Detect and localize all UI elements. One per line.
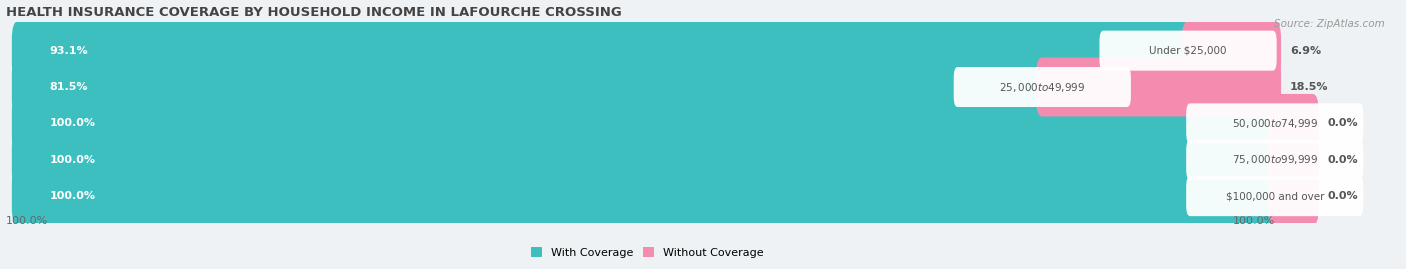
Text: 100.0%: 100.0% <box>1233 216 1275 226</box>
Text: Source: ZipAtlas.com: Source: ZipAtlas.com <box>1274 19 1385 29</box>
Text: 100.0%: 100.0% <box>6 216 48 226</box>
Text: 0.0%: 0.0% <box>1327 118 1358 128</box>
Text: HEALTH INSURANCE COVERAGE BY HOUSEHOLD INCOME IN LAFOURCHE CROSSING: HEALTH INSURANCE COVERAGE BY HOUSEHOLD I… <box>6 6 621 19</box>
FancyBboxPatch shape <box>1036 58 1281 116</box>
FancyBboxPatch shape <box>1268 130 1319 189</box>
FancyBboxPatch shape <box>11 94 1281 153</box>
Text: 6.9%: 6.9% <box>1289 46 1322 56</box>
Text: 18.5%: 18.5% <box>1289 82 1329 92</box>
FancyBboxPatch shape <box>1099 31 1277 71</box>
Legend: With Coverage, Without Coverage: With Coverage, Without Coverage <box>527 243 768 262</box>
Text: 100.0%: 100.0% <box>49 118 96 128</box>
Text: $25,000 to $49,999: $25,000 to $49,999 <box>1000 80 1085 94</box>
FancyBboxPatch shape <box>1187 103 1364 143</box>
FancyBboxPatch shape <box>11 130 1281 189</box>
Text: 100.0%: 100.0% <box>49 155 96 165</box>
FancyBboxPatch shape <box>11 58 1049 116</box>
Text: 0.0%: 0.0% <box>1327 191 1358 201</box>
FancyBboxPatch shape <box>1187 140 1364 180</box>
FancyBboxPatch shape <box>11 58 1281 116</box>
Text: 0.0%: 0.0% <box>1327 155 1358 165</box>
FancyBboxPatch shape <box>11 130 1281 189</box>
FancyBboxPatch shape <box>1268 167 1319 226</box>
Text: $100,000 and over: $100,000 and over <box>1226 191 1324 201</box>
FancyBboxPatch shape <box>11 94 1281 153</box>
Text: 81.5%: 81.5% <box>49 82 89 92</box>
Text: 93.1%: 93.1% <box>49 46 89 56</box>
Text: 100.0%: 100.0% <box>49 191 96 201</box>
FancyBboxPatch shape <box>1268 94 1319 153</box>
FancyBboxPatch shape <box>1187 176 1364 216</box>
FancyBboxPatch shape <box>1182 21 1281 80</box>
Text: $75,000 to $99,999: $75,000 to $99,999 <box>1232 153 1317 166</box>
FancyBboxPatch shape <box>953 67 1130 107</box>
FancyBboxPatch shape <box>11 167 1281 226</box>
Text: $50,000 to $74,999: $50,000 to $74,999 <box>1232 117 1317 130</box>
FancyBboxPatch shape <box>11 167 1281 226</box>
FancyBboxPatch shape <box>11 21 1194 80</box>
FancyBboxPatch shape <box>11 21 1281 80</box>
Text: Under $25,000: Under $25,000 <box>1149 46 1227 56</box>
